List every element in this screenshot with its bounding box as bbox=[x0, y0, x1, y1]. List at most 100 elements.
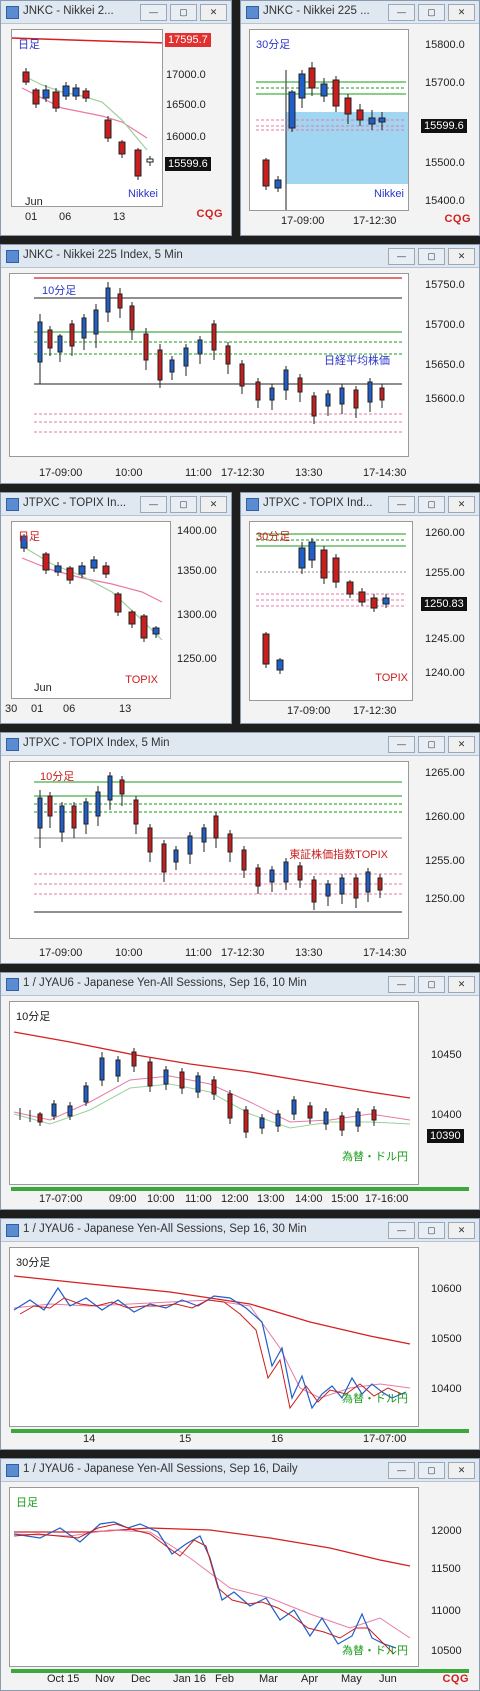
app-icon bbox=[246, 6, 259, 19]
maximize-button[interactable]: ▢ bbox=[418, 496, 445, 513]
maximize-button[interactable]: ▢ bbox=[170, 4, 197, 21]
close-button[interactable]: ✕ bbox=[448, 4, 475, 21]
close-button[interactable]: ✕ bbox=[448, 1462, 475, 1479]
price-lines bbox=[13, 1275, 411, 1410]
window-topix-daily[interactable]: JTPXC - TOPIX In... — ▢ ✕ 日足 TOPIX Jun bbox=[0, 492, 232, 724]
x-tick: Feb bbox=[215, 1673, 234, 1685]
y-tick: 10400 bbox=[431, 1109, 462, 1121]
window-topix-5min[interactable]: JTPXC - TOPIX Index, 5 Min — ▢ ✕ bbox=[0, 732, 480, 964]
close-button[interactable]: ✕ bbox=[448, 976, 475, 993]
titlebar[interactable]: JTPXC - TOPIX Ind... — ▢ ✕ bbox=[241, 493, 479, 516]
titlebar[interactable]: JTPXC - TOPIX In... — ▢ ✕ bbox=[1, 493, 231, 516]
y-tick: 15750.0 bbox=[425, 279, 465, 291]
x-tick: 15:00 bbox=[331, 1193, 359, 1205]
x-tick: Jan 16 bbox=[173, 1673, 207, 1685]
minimize-button[interactable]: — bbox=[388, 496, 415, 513]
close-button[interactable]: ✕ bbox=[448, 496, 475, 513]
titlebar[interactable]: 1 / JYAU6 - Japanese Yen-All Sessions, S… bbox=[1, 1219, 479, 1242]
x-tick: 11:00 bbox=[185, 467, 212, 479]
candles bbox=[34, 772, 402, 913]
titlebar[interactable]: 1 / JYAU6 - Japanese Yen-All Sessions, S… bbox=[1, 973, 479, 996]
window-yen-30min[interactable]: 1 / JYAU6 - Japanese Yen-All Sessions, S… bbox=[0, 1218, 480, 1450]
chart-area[interactable]: 10分足 東証株価指数TOPIX bbox=[9, 761, 409, 939]
y-tick: 10500 bbox=[431, 1333, 462, 1345]
maximize-button[interactable]: ▢ bbox=[418, 4, 445, 21]
close-button[interactable]: ✕ bbox=[200, 496, 227, 513]
window-yen-10min[interactable]: 1 / JYAU6 - Japanese Yen-All Sessions, S… bbox=[0, 972, 480, 1210]
chart-area[interactable]: 日足 為替・ドル円 bbox=[9, 1487, 419, 1667]
close-button[interactable]: ✕ bbox=[448, 248, 475, 265]
index-label: 為替・ドル円 bbox=[342, 1645, 408, 1657]
x-tick: Apr bbox=[301, 1673, 319, 1685]
window-yen-daily[interactable]: 1 / JYAU6 - Japanese Yen-All Sessions, S… bbox=[0, 1458, 480, 1691]
y-tick: 1240.00 bbox=[425, 667, 465, 679]
close-button[interactable]: ✕ bbox=[200, 4, 227, 21]
maximize-button[interactable]: ▢ bbox=[170, 496, 197, 513]
cqg-logo: CQG bbox=[444, 213, 471, 225]
maximize-button[interactable]: ▢ bbox=[418, 1222, 445, 1239]
y-tick: 1265.00 bbox=[425, 767, 465, 779]
candles bbox=[13, 1031, 411, 1138]
minimize-button[interactable]: — bbox=[388, 1222, 415, 1239]
x-sublabel: Jun bbox=[34, 682, 52, 694]
close-button[interactable]: ✕ bbox=[448, 736, 475, 753]
x-tick: May bbox=[341, 1673, 362, 1685]
chart-area[interactable]: 10分足 日経平均株価 bbox=[9, 273, 409, 457]
index-label: TOPIX bbox=[125, 674, 158, 686]
x-tick: 17-12:30 bbox=[221, 947, 265, 959]
y-tick: 15650.0 bbox=[425, 359, 465, 371]
x-tick: 14:00 bbox=[295, 1193, 323, 1205]
minimize-button[interactable]: — bbox=[140, 4, 167, 21]
y-tick: 15700.0 bbox=[425, 77, 465, 89]
x-tick: 13 bbox=[113, 211, 126, 223]
x-tick: 30 bbox=[5, 703, 18, 715]
candles bbox=[20, 534, 163, 642]
window-title: JTPXC - TOPIX In... bbox=[23, 497, 127, 509]
timeline-strip bbox=[11, 1429, 469, 1433]
window-nikkei-30min[interactable]: JNKC - Nikkei 225 ... — ▢ ✕ bbox=[240, 0, 480, 236]
app-icon bbox=[6, 738, 19, 751]
minimize-button[interactable]: — bbox=[388, 736, 415, 753]
titlebar[interactable]: 1 / JYAU6 - Japanese Yen-All Sessions, S… bbox=[1, 1459, 479, 1482]
chart-area[interactable]: 10分足 為替・ドル円 bbox=[9, 1001, 419, 1185]
y-tick: 15500.0 bbox=[425, 157, 465, 169]
x-tick: 06 bbox=[63, 703, 76, 715]
x-tick: 10:00 bbox=[115, 947, 143, 959]
titlebar[interactable]: JNKC - Nikkei 225 ... — ▢ ✕ bbox=[241, 1, 479, 24]
minimize-button[interactable]: — bbox=[388, 976, 415, 993]
candles bbox=[256, 62, 408, 210]
maximize-button[interactable]: ▢ bbox=[418, 248, 445, 265]
titlebar[interactable]: JTPXC - TOPIX Index, 5 Min — ▢ ✕ bbox=[1, 733, 479, 756]
maximize-button[interactable]: ▢ bbox=[418, 736, 445, 753]
titlebar[interactable]: JNKC - Nikkei 2... — ▢ ✕ bbox=[1, 1, 231, 24]
chart-area[interactable]: 30分足 TOPIX bbox=[249, 521, 413, 701]
x-tick: 17-09:00 bbox=[281, 215, 325, 227]
window-nikkei-daily[interactable]: JNKC - Nikkei 2... — ▢ ✕ 日足 Nikkei bbox=[0, 0, 232, 236]
window-nikkei-5min[interactable]: JNKC - Nikkei 225 Index, 5 Min — ▢ ✕ bbox=[0, 244, 480, 484]
y-tick: 1250.00 bbox=[177, 653, 217, 665]
chart-area[interactable]: 日足 Nikkei bbox=[11, 29, 163, 207]
titlebar[interactable]: JNKC - Nikkei 225 Index, 5 Min — ▢ ✕ bbox=[1, 245, 479, 268]
minimize-button[interactable]: — bbox=[140, 496, 167, 513]
chart-area[interactable]: 30分足 Nikkei bbox=[249, 29, 409, 211]
x-tick: 17-09:00 bbox=[39, 467, 83, 479]
window-title: JNKC - Nikkei 225 Index, 5 Min bbox=[23, 249, 183, 261]
period-label: 10分足 bbox=[40, 771, 75, 783]
app-icon bbox=[6, 978, 19, 991]
window-topix-30min[interactable]: JTPXC - TOPIX Ind... — ▢ ✕ bbox=[240, 492, 480, 724]
period-label: 日足 bbox=[16, 1497, 38, 1509]
y-tick: 10400 bbox=[431, 1383, 462, 1395]
minimize-button[interactable]: — bbox=[388, 4, 415, 21]
cqg-logo: CQG bbox=[196, 208, 223, 220]
minimize-button[interactable]: — bbox=[388, 248, 415, 265]
chart-area[interactable]: 日足 TOPIX Jun bbox=[11, 521, 171, 699]
minimize-button[interactable]: — bbox=[388, 1462, 415, 1479]
close-button[interactable]: ✕ bbox=[448, 1222, 475, 1239]
chart-area[interactable]: 30分足 為替・ドル円 bbox=[9, 1247, 419, 1427]
maximize-button[interactable]: ▢ bbox=[418, 976, 445, 993]
period-label: 日足 bbox=[18, 531, 40, 543]
x-tick: 10:00 bbox=[147, 1193, 175, 1205]
y-tick: 1250.00 bbox=[425, 893, 465, 905]
x-tick: 17-14:30 bbox=[363, 947, 407, 959]
maximize-button[interactable]: ▢ bbox=[418, 1462, 445, 1479]
